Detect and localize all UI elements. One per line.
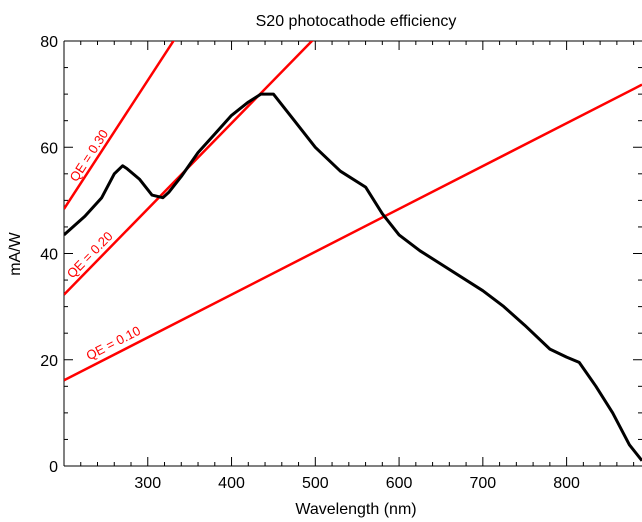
x-tick-label: 300 <box>134 475 161 492</box>
y-tick-label: 60 <box>40 140 58 157</box>
y-axis-label: mA/W <box>7 231 24 275</box>
qe-line-label: QE = 0.30 <box>67 127 112 185</box>
x-tick-label: 400 <box>218 475 245 492</box>
efficiency-curve <box>64 92 642 462</box>
qe-line-label: QE = 0.20 <box>64 229 116 282</box>
x-tick-label: 700 <box>469 475 496 492</box>
series <box>64 92 642 462</box>
qe-lines <box>64 41 642 382</box>
chart-title: S20 photocathode efficiency <box>256 13 457 30</box>
y-axis-ticks: 0 20 40 60 80 <box>40 34 642 476</box>
x-tick-label: 500 <box>302 475 329 492</box>
x-tick-label: 600 <box>386 475 413 492</box>
y-tick-label: 20 <box>40 353 58 370</box>
y-tick-label: 40 <box>40 247 58 264</box>
y-tick-label: 80 <box>40 34 58 51</box>
qe-line-labels: QE = 0.10 QE = 0.20 QE = 0.30 <box>64 127 143 363</box>
qe-line <box>64 83 642 382</box>
x-axis-label: Wavelength (nm) <box>295 501 416 518</box>
x-tick-label: 800 <box>553 475 580 492</box>
qe-line-label: QE = 0.10 <box>84 323 143 363</box>
plot-frame <box>63 40 642 467</box>
x-axis-ticks: 300 400 500 600 700 800 <box>63 41 635 492</box>
qe-line <box>64 41 175 210</box>
qe-line <box>64 41 314 296</box>
y-tick-label: 0 <box>49 459 58 476</box>
